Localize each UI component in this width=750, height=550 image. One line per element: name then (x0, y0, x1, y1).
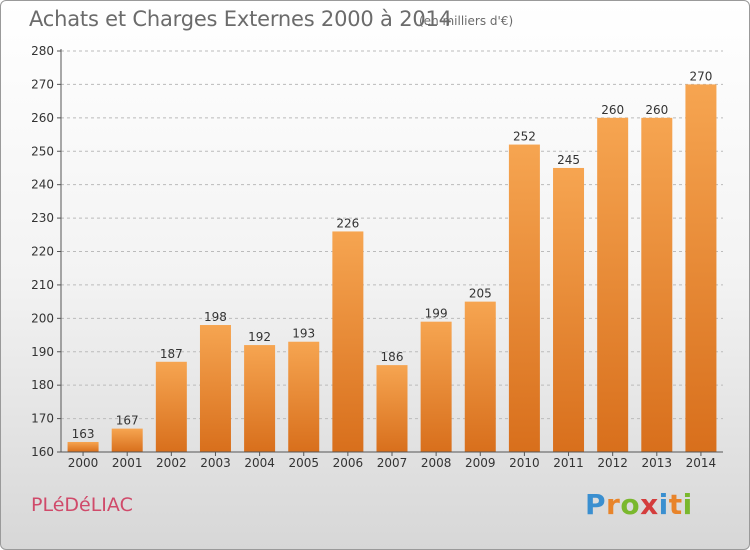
x-tick-label: 2002 (156, 456, 187, 470)
bar (288, 341, 320, 452)
bar-value-label: 192 (248, 330, 271, 344)
x-tick-label: 2005 (288, 456, 319, 470)
labels-layer: 163 167 187 198 192 193 226 186 199 205 252 245 260 2… (72, 69, 713, 441)
x-tick-label: 2003 (200, 456, 231, 470)
bar (199, 325, 231, 452)
x-tick-label: 2008 (421, 456, 452, 470)
logo-letter: i (682, 488, 693, 521)
x-tick-label: 2010 (509, 456, 540, 470)
bars-layer (67, 84, 717, 453)
bar (111, 428, 143, 452)
x-tick-label: 2007 (377, 456, 408, 470)
bar-value-label: 186 (381, 350, 404, 364)
x-tick-label: 2014 (686, 456, 717, 470)
x-tick-label: 2009 (465, 456, 496, 470)
y-tick-label: 210 (31, 278, 54, 292)
chart-title: Achats et Charges Externes 2000 à 2014 (29, 7, 452, 31)
x-tick-label: 2000 (68, 456, 99, 470)
x-tick-label: 2001 (112, 456, 143, 470)
logo-letter: x (640, 488, 659, 521)
bar (376, 365, 408, 452)
y-tick-label: 240 (31, 178, 54, 192)
bar-value-label: 245 (557, 153, 580, 167)
bar-value-label: 260 (645, 103, 668, 117)
x-tick-label: 2011 (553, 456, 584, 470)
y-tick-label: 160 (31, 445, 54, 459)
bar (464, 301, 496, 452)
y-tick-label: 170 (31, 412, 54, 426)
x-tick-label: 2004 (244, 456, 275, 470)
y-tick-label: 200 (31, 311, 54, 325)
bar-value-label: 205 (469, 287, 492, 301)
x-tick-label: 2012 (597, 456, 628, 470)
logo-letter: i (658, 488, 669, 521)
logo-letter: o (620, 488, 641, 521)
bar (155, 361, 187, 452)
x-tick-label: 2006 (333, 456, 364, 470)
bar (244, 345, 276, 452)
bar-value-label: 226 (336, 216, 359, 230)
commune-name: PLéDéLIAC (31, 494, 133, 516)
logo-letter: P (585, 488, 607, 521)
bar-value-label: 199 (425, 307, 448, 321)
y-tick-label: 270 (31, 77, 54, 91)
chart-subtitle: (en milliers d'€) (419, 14, 514, 28)
bar (597, 117, 629, 452)
bar-value-label: 198 (204, 310, 227, 324)
bar (685, 84, 717, 453)
bar (508, 144, 540, 453)
bar (332, 231, 364, 452)
bar (420, 321, 452, 452)
y-tick-label: 250 (31, 144, 54, 158)
bar-value-label: 252 (513, 130, 536, 144)
y-tick-label: 280 (31, 44, 54, 58)
x-tick-label: 2013 (642, 456, 673, 470)
y-tick-label: 230 (31, 211, 54, 225)
y-tick-label: 260 (31, 111, 54, 125)
proxiti-logo: Proxiti (585, 488, 693, 521)
logo-letter: r (606, 488, 621, 521)
bar-value-label: 167 (116, 414, 139, 428)
bar-value-label: 270 (689, 69, 712, 83)
bar-value-label: 193 (292, 327, 315, 341)
axis-layer: 160 170 180 190 200 210 220 230 240 250 260 270 280 2… (31, 44, 723, 470)
bar-value-label: 163 (72, 427, 95, 441)
y-tick-label: 180 (31, 378, 54, 392)
bar (641, 117, 673, 452)
y-tick-label: 220 (31, 245, 54, 259)
logo-letter: t (668, 488, 683, 521)
bar-value-label: 187 (160, 347, 183, 361)
y-tick-label: 190 (31, 345, 54, 359)
bar (553, 167, 585, 453)
bar (67, 441, 99, 452)
bar-value-label: 260 (601, 103, 624, 117)
